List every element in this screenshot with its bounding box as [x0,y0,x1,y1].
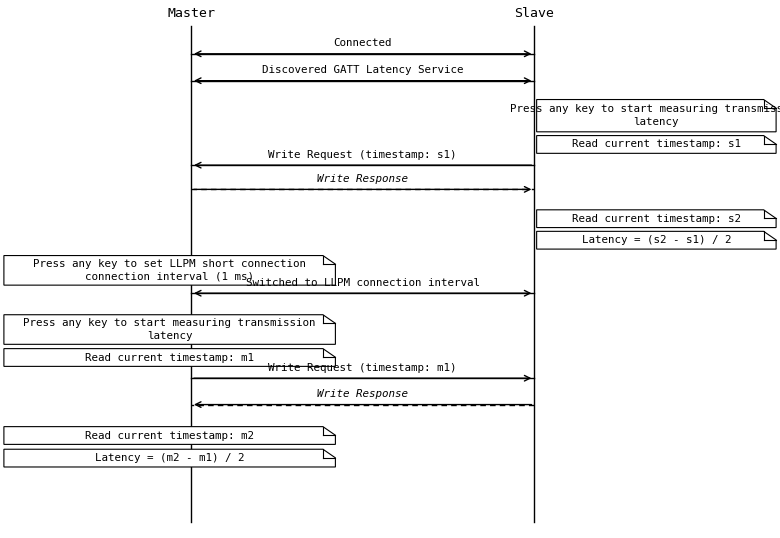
Polygon shape [537,231,776,249]
Polygon shape [537,136,776,153]
Text: Latency = (m2 - m1) / 2: Latency = (m2 - m1) / 2 [95,453,244,463]
Text: Write Request (timestamp: m1): Write Request (timestamp: m1) [268,363,457,373]
Text: Read current timestamp: m2: Read current timestamp: m2 [85,430,254,441]
Polygon shape [537,210,776,228]
Polygon shape [4,256,335,285]
Text: Discovered GATT Latency Service: Discovered GATT Latency Service [262,65,463,75]
Polygon shape [4,315,335,344]
Text: Write Response: Write Response [317,389,408,399]
Text: Switched to LLPM connection interval: Switched to LLPM connection interval [246,278,480,288]
Text: Latency = (s2 - s1) / 2: Latency = (s2 - s1) / 2 [582,235,731,245]
Text: Connected: Connected [334,38,392,48]
Polygon shape [537,100,776,132]
Text: Read current timestamp: s1: Read current timestamp: s1 [572,139,741,150]
Text: Master: Master [167,8,215,20]
Text: Press any key to start measuring transmission
latency: Press any key to start measuring transmi… [23,318,316,341]
Text: Slave: Slave [514,8,555,20]
Polygon shape [4,349,335,366]
Polygon shape [4,449,335,467]
Text: Read current timestamp: m1: Read current timestamp: m1 [85,352,254,363]
Polygon shape [4,427,335,444]
Text: Press any key to set LLPM short connection
connection interval (1 ms): Press any key to set LLPM short connecti… [34,259,306,282]
Text: Write Response: Write Response [317,174,408,184]
Text: Read current timestamp: s2: Read current timestamp: s2 [572,214,741,224]
Text: Press any key to start measuring transmission
latency: Press any key to start measuring transmi… [510,104,780,128]
Text: Write Request (timestamp: s1): Write Request (timestamp: s1) [268,150,457,160]
